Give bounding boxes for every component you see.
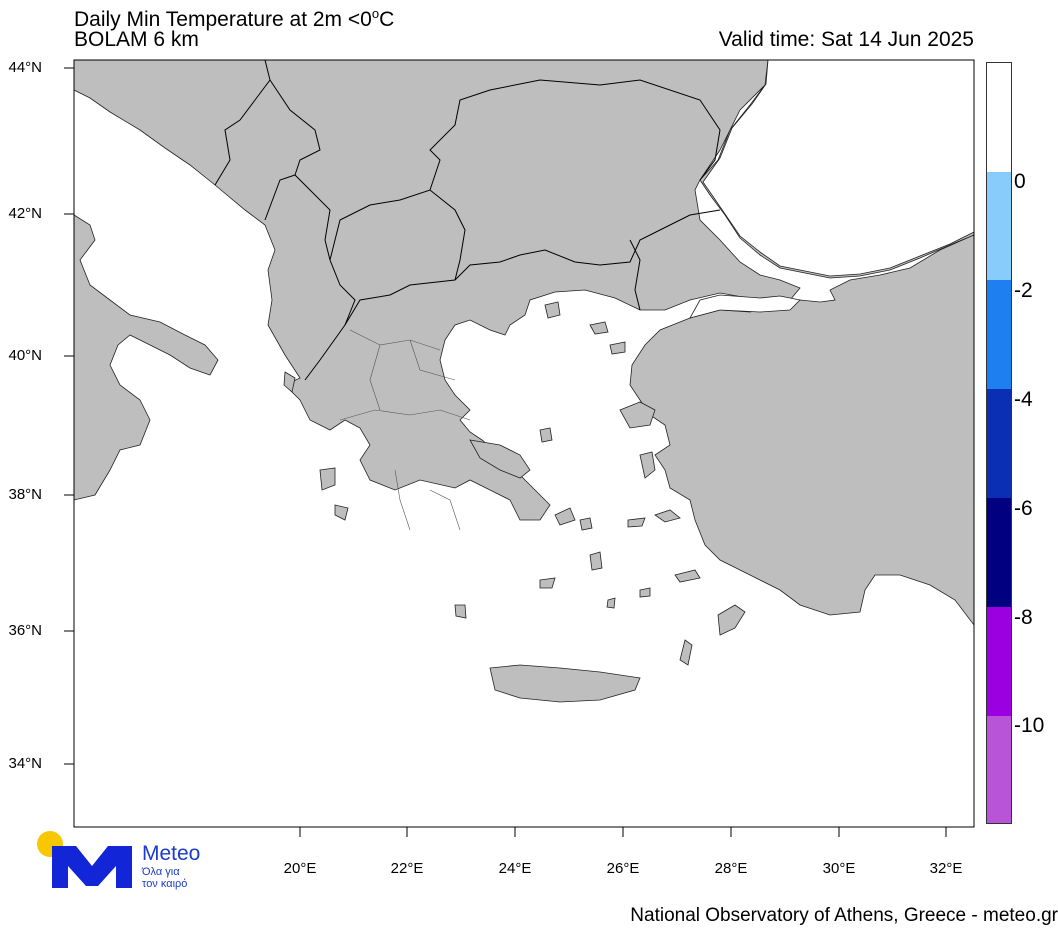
- lon-label: 32°E: [929, 860, 963, 877]
- border-greece-north: [304, 209, 721, 381]
- colorbar-segment: [987, 172, 1011, 280]
- colorbar: [986, 62, 1012, 824]
- island-lesvos: [619, 401, 656, 429]
- island-rhodes: [717, 604, 746, 636]
- island-thasos: [544, 301, 561, 319]
- colorbar-label: 0: [1014, 170, 1026, 193]
- logo-tagline-line1: Όλα για: [142, 866, 180, 878]
- colorbar-segment: [987, 716, 1011, 823]
- colorbar-segment: [987, 389, 1011, 498]
- colorbar-label: -2: [1014, 279, 1033, 302]
- island-kefalonia: [319, 467, 336, 491]
- island-tinos: [579, 517, 593, 531]
- island-naxos: [589, 551, 603, 571]
- lat-label: 42°N: [8, 205, 42, 222]
- model-name: BOLAM 6 km: [74, 28, 199, 51]
- lon-label: 20°E: [283, 860, 317, 877]
- degree-symbol: o: [371, 6, 380, 21]
- island-corfu: [283, 371, 296, 393]
- lon-ticks: [299, 827, 947, 837]
- regional-borders: [339, 329, 471, 531]
- lat-label: 44°N: [8, 59, 42, 76]
- meteo-logo: [37, 831, 132, 888]
- colorbar-label: -6: [1014, 497, 1033, 520]
- sea-of-marmara: [689, 294, 801, 319]
- island-milos: [539, 577, 556, 589]
- m-logo-icon: [52, 846, 132, 888]
- border-bulgaria: [429, 79, 721, 191]
- anatolia: [629, 234, 974, 626]
- valid-time: Valid time: Sat 14 Jun 2025: [718, 28, 974, 51]
- island-santorini: [606, 597, 616, 609]
- lon-label: 26°E: [606, 860, 640, 877]
- colorbar-label: -10: [1014, 714, 1045, 737]
- island-kythira: [454, 604, 467, 619]
- island-crete: [489, 664, 641, 703]
- island-kos: [674, 569, 701, 583]
- italy-heel: [74, 214, 219, 501]
- lat-label: 38°N: [8, 486, 42, 503]
- map-title: Daily Min Temperature at 2m <0oC: [74, 6, 395, 31]
- colorbar-label: -8: [1014, 606, 1033, 629]
- lon-label: 22°E: [390, 860, 424, 877]
- lat-ticks: [64, 67, 74, 765]
- lat-label: 34°N: [8, 755, 42, 772]
- island-skyros: [539, 427, 553, 443]
- island-evia: [469, 439, 531, 479]
- island-limnos: [589, 321, 609, 335]
- colorbar-label: -4: [1014, 388, 1033, 411]
- footer-credit: National Observatory of Athens, Greece -…: [630, 905, 1058, 926]
- logo-name: Meteo: [142, 842, 201, 865]
- colorbar-segment: [987, 63, 1011, 172]
- island-zakynthos: [334, 504, 349, 521]
- colorbar-segment: [987, 498, 1011, 607]
- lon-label: 28°E: [714, 860, 748, 877]
- border-kosovo: [269, 79, 321, 176]
- border-albania: [264, 174, 356, 326]
- logo-tagline: Όλα για τον καιρό: [142, 866, 187, 890]
- island-imbros: [609, 341, 626, 355]
- island-ikaria: [627, 517, 646, 528]
- lat-label: 36°N: [8, 622, 42, 639]
- lat-label: 40°N: [8, 347, 42, 364]
- island-samos: [654, 509, 681, 523]
- island-astypalaia: [639, 587, 651, 598]
- lon-label: 30°E: [822, 860, 856, 877]
- border-greece-turkey: [629, 239, 641, 311]
- island-chios: [639, 451, 656, 479]
- colorbar-segment: [987, 607, 1011, 716]
- island-karpathos: [679, 639, 693, 666]
- map-frame: [73, 59, 975, 828]
- island-andros: [554, 507, 576, 526]
- logo-tagline-line2: τον καιρό: [142, 878, 188, 890]
- black-sea: [702, 60, 974, 277]
- lon-label: 24°E: [498, 860, 532, 877]
- colorbar-segment: [987, 280, 1011, 389]
